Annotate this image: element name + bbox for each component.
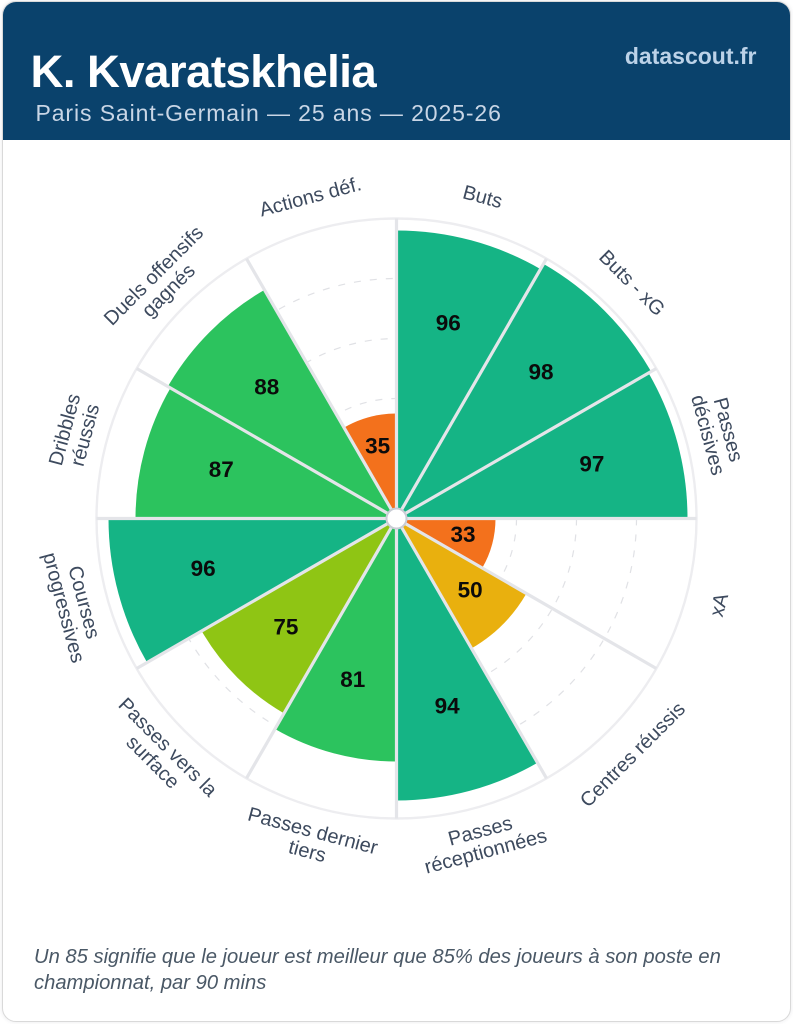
svg-text:87: 87 [209,457,234,482]
svg-text:Duels offensifsgagnés: Duels offensifsgagnés [100,222,223,345]
svg-text:Passes derniertiers: Passes derniertiers [240,804,380,880]
svg-text:Dribblesréussis: Dribblesréussis [45,391,106,473]
svg-text:75: 75 [273,615,298,640]
svg-text:Centres réussis: Centres réussis [576,698,690,812]
svg-text:94: 94 [435,693,461,718]
svg-text:35: 35 [365,434,390,459]
svg-text:88: 88 [254,374,279,399]
svg-text:96: 96 [191,556,216,581]
svg-text:Buts - xG: Buts - xG [594,246,669,321]
svg-text:xA: xA [706,590,733,619]
svg-text:Actions déf.: Actions déf. [257,173,364,221]
svg-text:Buts: Buts [460,182,504,214]
svg-text:50: 50 [458,578,483,603]
svg-text:33: 33 [450,522,475,547]
svg-text:Passes vers lasurface: Passes vers lasurface [99,694,222,817]
svg-text:98: 98 [528,360,553,385]
svg-text:96: 96 [436,311,461,336]
svg-text:97: 97 [579,452,604,477]
svg-text:Coursesprogressives: Coursesprogressives [38,545,109,666]
svg-text:81: 81 [340,667,365,692]
svg-text:Passesdécisives: Passesdécisives [686,387,749,478]
